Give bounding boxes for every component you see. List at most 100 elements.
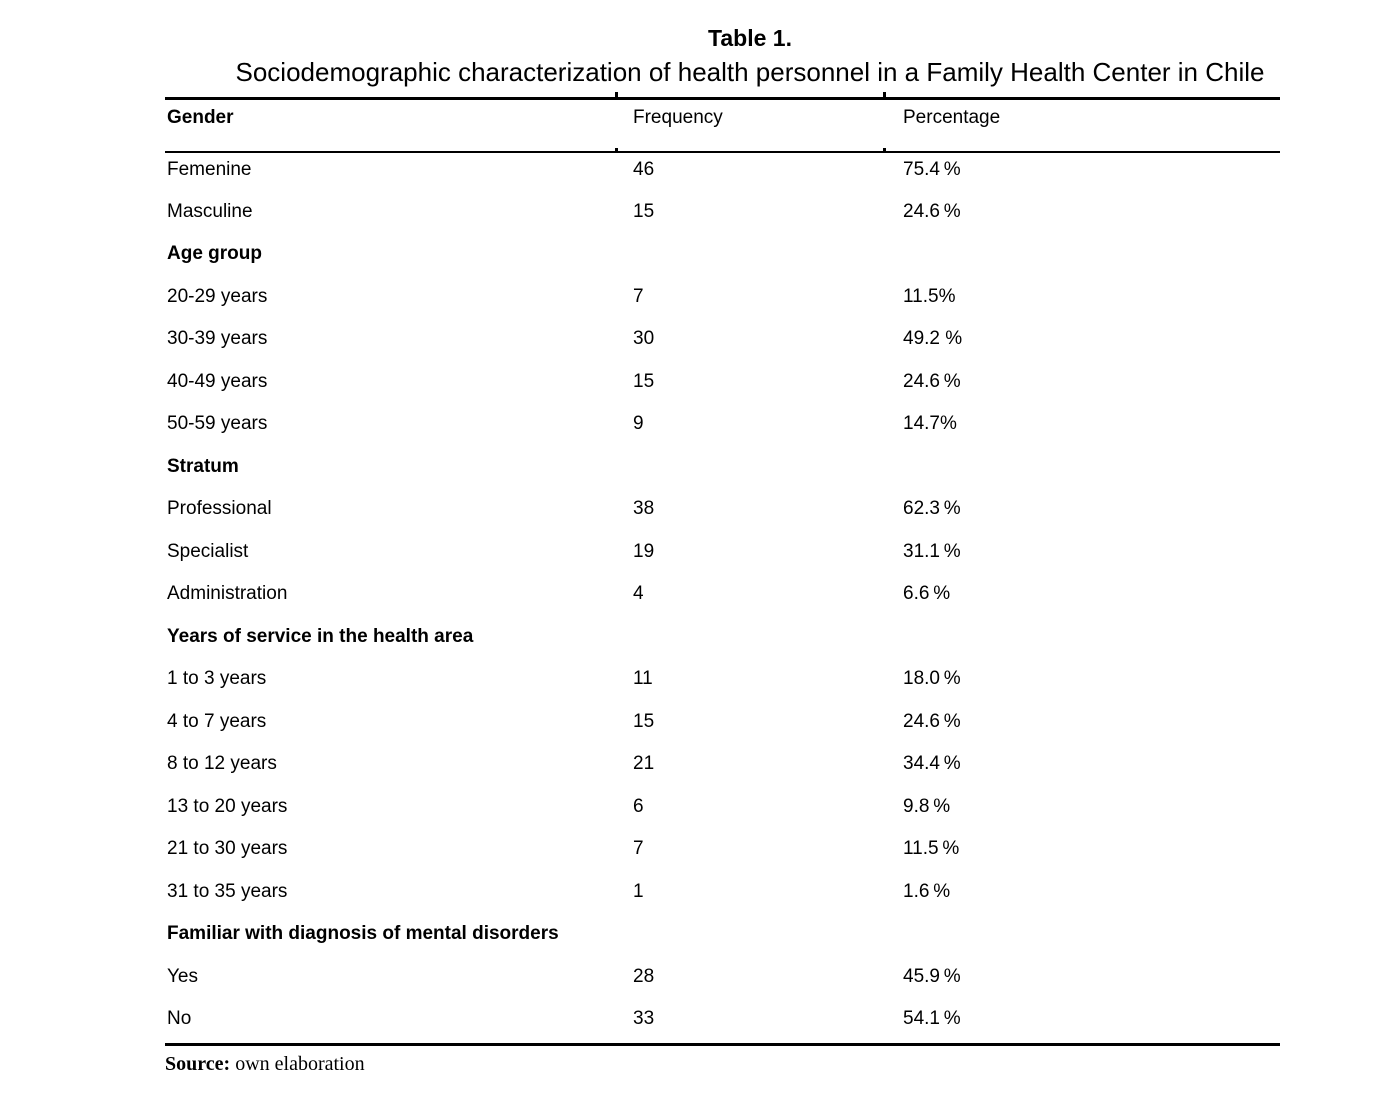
row-label: Yes: [167, 965, 198, 987]
row-frequency: 7: [633, 285, 644, 307]
row-frequency: [617, 619, 885, 662]
table-row: Femenine 46 75.4 %: [165, 152, 1280, 195]
row-label: 8 to 12 years: [167, 753, 277, 775]
row-label: 50-59 years: [167, 413, 268, 435]
table-row: Masculine 15 24.6 %: [165, 194, 1280, 237]
table-row: Yes 28 45.9 %: [165, 959, 1280, 1002]
source-text: own elaboration: [235, 1053, 365, 1075]
table-row: 21 to 30 years 7 11.5 %: [165, 832, 1280, 875]
row-frequency: 15: [633, 370, 655, 392]
table-row: Specialist 19 31.1 %: [165, 534, 1280, 577]
sociodemographic-table: Gender Frequency Percentage Femenine 46 …: [165, 97, 1280, 1046]
row-percentage: 31.1 %: [903, 540, 961, 562]
row-label: Professional: [167, 498, 272, 520]
row-frequency: 15: [633, 200, 655, 222]
table-row: 20-29 years 7 11.5%: [165, 279, 1280, 322]
row-frequency: 28: [633, 965, 655, 987]
row-frequency: [617, 917, 885, 960]
row-frequency: 30: [633, 328, 655, 350]
table-row: 40-49 years 15 24.6 %: [165, 364, 1280, 407]
row-percentage: 45.9 %: [903, 965, 961, 987]
row-percentage: [885, 237, 1280, 280]
column-boundary-tick: [615, 148, 618, 153]
row-label: 4 to 7 years: [167, 710, 267, 732]
table-subtitle: Sociodemographic characterization of hea…: [235, 56, 1265, 87]
table-row: 4 to 7 years 15 24.6 %: [165, 704, 1280, 747]
row-frequency: 7: [633, 838, 644, 860]
table-row: 13 to 20 years 6 9.8 %: [165, 789, 1280, 832]
row-percentage: 11.5%: [903, 285, 956, 307]
section-row: Stratum: [165, 449, 1280, 492]
table-row: 31 to 35 years 1 1.6 %: [165, 874, 1280, 917]
section-label: Stratum: [167, 455, 239, 477]
row-label: 21 to 30 years: [167, 838, 288, 860]
column-header-percentage: Percentage: [903, 107, 1001, 128]
row-percentage: 11.5 %: [903, 838, 960, 860]
row-frequency: 9: [633, 413, 644, 435]
column-boundary-tick: [883, 92, 886, 97]
source-note: Source: own elaboration: [165, 1053, 365, 1076]
row-frequency: 4: [633, 583, 644, 605]
column-boundary-tick: [883, 148, 886, 153]
row-frequency: 15: [633, 710, 655, 732]
row-frequency: 6: [633, 795, 644, 817]
row-label: 13 to 20 years: [167, 795, 288, 817]
section-label: Years of service in the health area: [167, 625, 474, 647]
table-row: No 33 54.1 %: [165, 1002, 1280, 1045]
row-label: 20-29 years: [167, 285, 268, 307]
column-header-frequency: Frequency: [633, 107, 723, 128]
row-percentage: [885, 619, 1280, 662]
source-label: Source:: [165, 1053, 231, 1075]
row-percentage: 9.8 %: [903, 795, 951, 817]
row-percentage: 24.6 %: [903, 200, 961, 222]
row-percentage: 24.6 %: [903, 370, 961, 392]
row-frequency: 19: [633, 540, 655, 562]
row-percentage: 14.7%: [903, 413, 957, 435]
row-percentage: 54.1 %: [903, 1007, 961, 1029]
row-percentage: 1.6 %: [903, 880, 951, 902]
row-percentage: 34.4 %: [903, 753, 961, 775]
column-boundary-tick: [615, 92, 618, 97]
row-percentage: 24.6 %: [903, 710, 961, 732]
row-percentage: 49.2 %: [903, 328, 963, 350]
row-percentage: [885, 449, 1280, 492]
row-frequency: 1: [633, 880, 644, 902]
row-label: 40-49 years: [167, 370, 268, 392]
row-label: No: [167, 1007, 192, 1029]
row-label: 31 to 35 years: [167, 880, 288, 902]
row-frequency: 21: [633, 753, 655, 775]
section-row: Years of service in the health area: [165, 619, 1280, 662]
row-frequency: 46: [633, 158, 655, 180]
section-row: Familiar with diagnosis of mental disord…: [165, 917, 1280, 960]
table-row: 30-39 years 30 49.2 %: [165, 322, 1280, 365]
row-percentage: 62.3 %: [903, 498, 961, 520]
row-frequency: [617, 237, 885, 280]
section-row: Age group: [165, 237, 1280, 280]
row-label: Specialist: [167, 540, 249, 562]
table-row: 1 to 3 years 11 18.0 %: [165, 662, 1280, 705]
row-frequency: [617, 449, 885, 492]
table-row: 50-59 years 9 14.7%: [165, 407, 1280, 450]
row-percentage: 75.4 %: [903, 158, 961, 180]
table-row: Professional 38 62.3 %: [165, 492, 1280, 535]
row-label: 1 to 3 years: [167, 668, 267, 690]
row-label: 30-39 years: [167, 328, 268, 350]
table-heading: Table 1. Sociodemographic characterizati…: [165, 24, 1335, 88]
row-percentage: 6.6 %: [903, 583, 951, 605]
table-number-title: Table 1.: [708, 25, 792, 51]
section-label: Age group: [167, 243, 262, 265]
row-percentage: [885, 917, 1280, 960]
row-frequency: 38: [633, 498, 655, 520]
row-percentage: 18.0 %: [903, 668, 961, 690]
row-frequency: 11: [633, 668, 653, 690]
table-row: Administration 4 6.6 %: [165, 577, 1280, 620]
row-label: Femenine: [167, 158, 252, 180]
table-row: 8 to 12 years 21 34.4 %: [165, 747, 1280, 790]
section-label: Familiar with diagnosis of mental disord…: [167, 923, 559, 945]
row-frequency: 33: [633, 1007, 655, 1029]
column-header-gender: Gender: [167, 107, 234, 128]
row-label: Administration: [167, 583, 288, 605]
header-row: Gender Frequency Percentage: [165, 98, 1280, 152]
row-label: Masculine: [167, 200, 253, 222]
